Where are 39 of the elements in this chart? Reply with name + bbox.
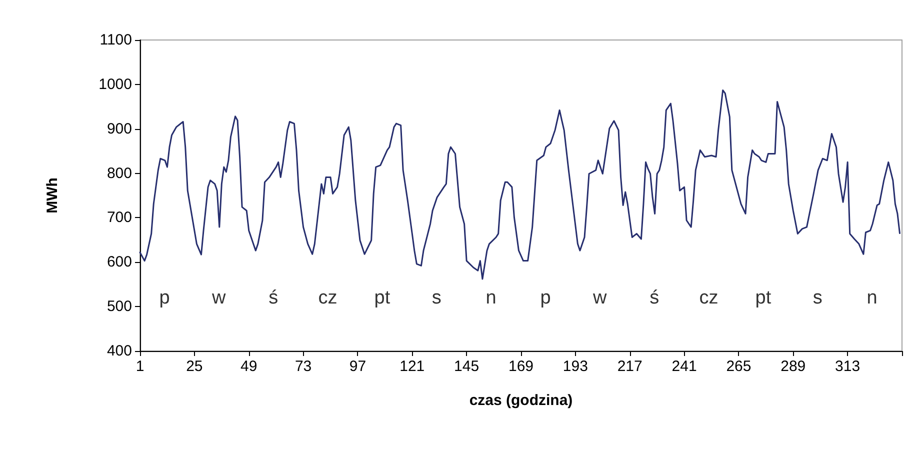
annotation: pt	[374, 288, 391, 308]
x-tick-label: 169	[508, 358, 534, 375]
annotation: n	[486, 288, 496, 308]
y-tick-label: 700	[106, 209, 132, 226]
x-tick-label: 73	[294, 358, 312, 375]
annotation: w	[211, 288, 226, 308]
y-tick-label: 800	[106, 164, 132, 182]
annotation: ś	[268, 288, 278, 308]
x-axis-title: czas (godzina)	[469, 392, 573, 409]
x-tick-label: 49	[240, 358, 258, 375]
x-tick-label: 217	[617, 358, 642, 375]
line-series	[139, 89, 900, 280]
y-tick-label: 900	[106, 120, 132, 138]
y-tick-label: 600	[106, 254, 132, 271]
x-tick-label: 25	[186, 358, 203, 375]
x-tick-label: 313	[835, 358, 860, 375]
x-tick-label: 265	[726, 358, 752, 375]
x-tick-label: 1	[136, 358, 144, 375]
annotation: cz	[318, 288, 338, 308]
annotation: pt	[755, 288, 772, 308]
annotation: p	[159, 288, 170, 308]
y-tick-label: 500	[106, 298, 132, 316]
annotation: ś	[650, 288, 660, 308]
annotation: n	[866, 288, 878, 308]
annotation: s	[432, 288, 442, 308]
annotation: s	[812, 288, 822, 308]
x-tick-label: 193	[562, 358, 588, 375]
x-tick-label: 289	[780, 358, 806, 375]
x-tick-label: 97	[349, 358, 366, 375]
annotation: cz	[699, 288, 718, 308]
x-tick-label: 145	[454, 358, 480, 375]
y-tick-label: 400	[106, 342, 132, 360]
y-tick-label: 1000	[98, 76, 132, 93]
annotation: p	[540, 288, 551, 308]
y-tick-label: 1100	[100, 32, 132, 48]
x-tick-label: 241	[672, 358, 697, 375]
x-tick-label: 121	[400, 358, 425, 375]
annotation: w	[592, 288, 608, 308]
y-axis-title: MWh	[44, 178, 61, 214]
